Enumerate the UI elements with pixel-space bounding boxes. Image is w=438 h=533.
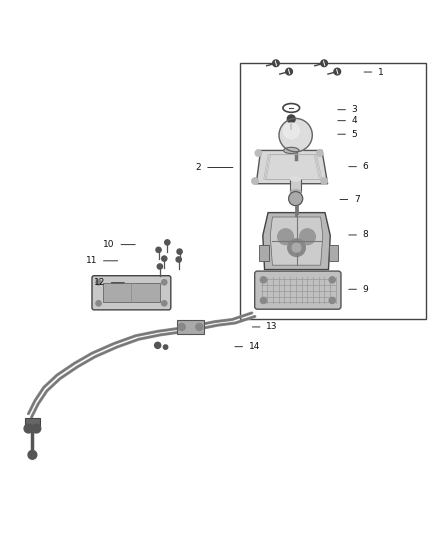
Text: 2: 2 xyxy=(196,163,201,172)
Bar xyxy=(328,246,338,261)
FancyBboxPatch shape xyxy=(255,271,341,309)
Ellipse shape xyxy=(290,190,301,194)
Text: 11: 11 xyxy=(86,256,97,265)
Text: 4: 4 xyxy=(352,116,357,125)
Circle shape xyxy=(32,424,41,433)
Circle shape xyxy=(162,301,167,306)
Bar xyxy=(290,179,301,192)
Text: 10: 10 xyxy=(103,240,115,249)
Circle shape xyxy=(321,177,328,184)
Text: 5: 5 xyxy=(352,130,357,139)
Circle shape xyxy=(260,277,266,283)
Circle shape xyxy=(278,229,293,245)
Bar xyxy=(25,418,40,426)
Circle shape xyxy=(329,277,335,283)
Bar xyxy=(259,246,269,261)
Circle shape xyxy=(176,257,181,262)
Circle shape xyxy=(288,239,305,256)
Bar xyxy=(103,283,160,302)
Circle shape xyxy=(96,301,101,306)
Text: 6: 6 xyxy=(363,162,368,171)
Polygon shape xyxy=(263,213,330,270)
Circle shape xyxy=(196,324,203,330)
Text: 7: 7 xyxy=(354,195,360,204)
Circle shape xyxy=(96,280,101,285)
Circle shape xyxy=(255,150,262,157)
Text: 9: 9 xyxy=(363,285,368,294)
Circle shape xyxy=(286,68,293,75)
Text: 13: 13 xyxy=(266,322,278,332)
Circle shape xyxy=(28,450,37,459)
Circle shape xyxy=(178,324,185,330)
Ellipse shape xyxy=(290,177,301,181)
Text: 1: 1 xyxy=(378,68,384,77)
Circle shape xyxy=(165,240,170,245)
Text: 12: 12 xyxy=(94,278,105,287)
Bar xyxy=(177,320,204,334)
Ellipse shape xyxy=(284,147,299,154)
Circle shape xyxy=(251,177,258,184)
Circle shape xyxy=(177,249,182,254)
Circle shape xyxy=(300,229,315,245)
Polygon shape xyxy=(256,150,328,184)
Circle shape xyxy=(316,150,323,157)
Circle shape xyxy=(24,424,33,433)
Circle shape xyxy=(292,243,301,252)
Bar xyxy=(240,63,426,319)
Text: 14: 14 xyxy=(249,342,260,351)
Circle shape xyxy=(156,247,161,253)
Circle shape xyxy=(289,191,303,206)
Circle shape xyxy=(334,68,341,75)
Circle shape xyxy=(155,342,161,349)
Circle shape xyxy=(157,264,162,269)
Circle shape xyxy=(283,123,299,139)
Circle shape xyxy=(272,60,279,67)
Circle shape xyxy=(260,297,266,303)
Circle shape xyxy=(287,115,295,123)
Circle shape xyxy=(162,256,167,261)
Circle shape xyxy=(279,118,312,152)
Text: 3: 3 xyxy=(352,105,357,114)
Circle shape xyxy=(162,280,167,285)
Circle shape xyxy=(163,345,168,349)
Circle shape xyxy=(329,297,335,303)
Circle shape xyxy=(321,60,328,67)
Text: 8: 8 xyxy=(363,230,368,239)
FancyBboxPatch shape xyxy=(92,276,171,310)
Polygon shape xyxy=(270,217,323,265)
